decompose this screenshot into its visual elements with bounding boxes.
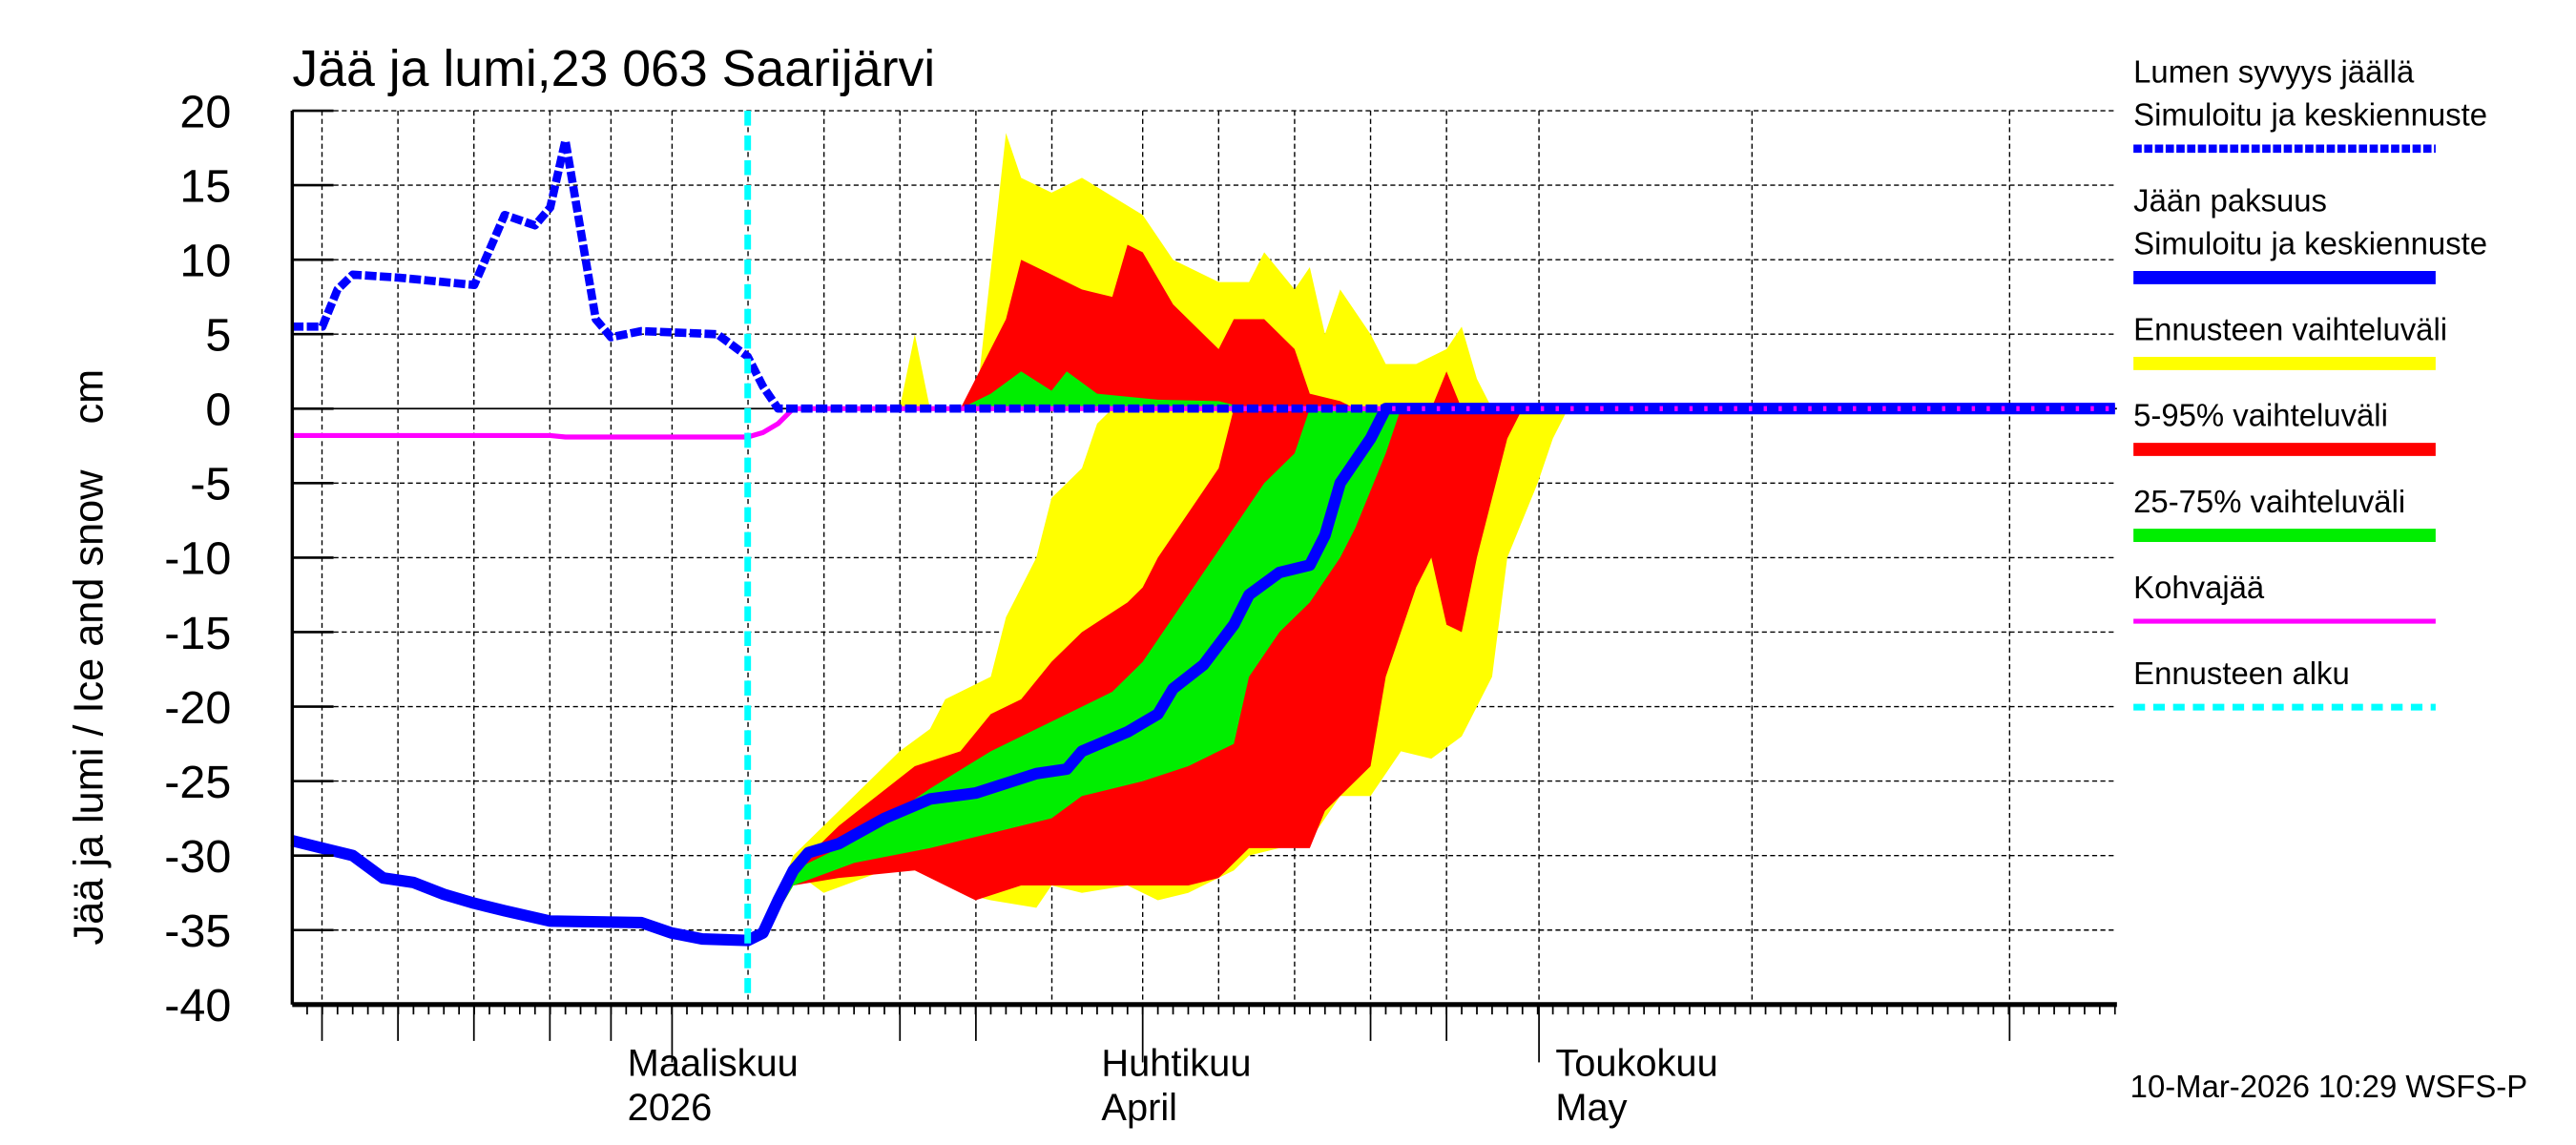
snow-depth-line bbox=[292, 135, 2115, 413]
legend-label: Kohvajää bbox=[2133, 570, 2265, 605]
legend-label: Ennusteen vaihteluväli bbox=[2133, 312, 2447, 347]
y-tick-label: 5 bbox=[205, 310, 231, 362]
y-tick-label: 10 bbox=[179, 235, 231, 286]
y-tick-label: -30 bbox=[164, 831, 231, 883]
y-tick-label: 0 bbox=[205, 385, 231, 436]
y-tick-label: 15 bbox=[179, 160, 231, 212]
snow-p25-75-band bbox=[960, 371, 1250, 409]
forecast-bands bbox=[762, 133, 1568, 938]
snow-p5-95-band bbox=[960, 244, 1463, 409]
timestamp: 10-Mar-2026 10:29 WSFS-P bbox=[2130, 1069, 2527, 1104]
legend-label: 25-75% vaihteluväli bbox=[2133, 484, 2405, 519]
x-month-label: Maaliskuu bbox=[628, 1042, 799, 1084]
y-tick-label: -20 bbox=[164, 682, 231, 734]
ice-thickness-line bbox=[290, 403, 2115, 947]
y-tick-label: -5 bbox=[190, 459, 231, 510]
legend-label: 5-95% vaihteluväli bbox=[2133, 398, 2388, 433]
y-tick-label: -25 bbox=[164, 757, 231, 808]
legend-label: Jään paksuus bbox=[2133, 183, 2327, 219]
chart-title: Jää ja lumi,23 063 Saarijärvi bbox=[292, 40, 935, 97]
y-tick-label: -15 bbox=[164, 608, 231, 659]
x-month-label: Huhtikuu bbox=[1101, 1042, 1251, 1084]
y-tick-label: -35 bbox=[164, 906, 231, 957]
legend-sublabel: Simuloitu ja keskiennuste bbox=[2133, 97, 2487, 133]
axes: 20 15 10 5 0 -5 -10 -15 -20 -25 -30 -35 -40 Maaliskuu… bbox=[164, 86, 2117, 1129]
x-month-sublabel: 2026 bbox=[628, 1087, 713, 1129]
y-tick-label: 20 bbox=[179, 86, 231, 137]
x-month-sublabel: April bbox=[1101, 1087, 1177, 1129]
y-tick-label: -40 bbox=[164, 980, 231, 1031]
legend-label: Lumen syvyys jäällä bbox=[2133, 54, 2415, 90]
x-month-label: Toukokuu bbox=[1555, 1042, 1717, 1084]
legend-sublabel: Simuloitu ja keskiennuste bbox=[2133, 226, 2487, 261]
series-lines bbox=[290, 111, 2115, 1005]
legend: Lumen syvyys jäällä Simuloitu ja keskienn… bbox=[2133, 54, 2487, 711]
y-tick-label: -10 bbox=[164, 533, 231, 585]
x-month-sublabel: May bbox=[1555, 1087, 1627, 1129]
y-axis-label: Jää ja lumi / Ice and snow cm bbox=[66, 369, 112, 946]
legend-label: Ennusteen alku bbox=[2133, 656, 2350, 691]
